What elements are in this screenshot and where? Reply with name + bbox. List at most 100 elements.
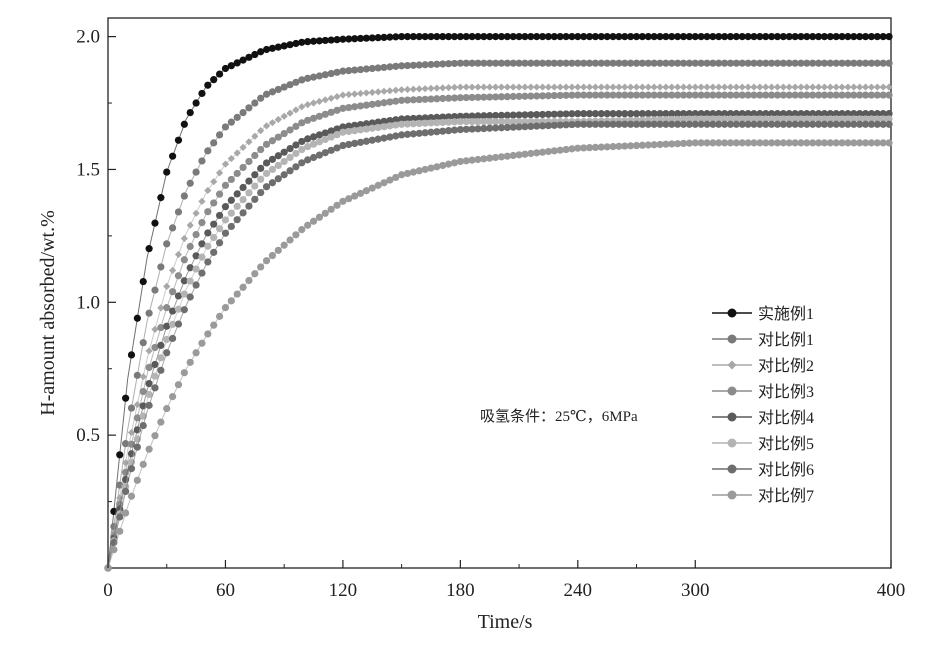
data-point (685, 110, 693, 118)
data-point (480, 124, 488, 133)
data-point (621, 91, 629, 99)
data-point (198, 197, 206, 205)
data-point (380, 33, 388, 41)
data-point (826, 83, 834, 91)
data-point (462, 157, 470, 165)
data-point (856, 59, 864, 67)
data-point (726, 110, 735, 118)
data-point (826, 91, 834, 99)
data-point (679, 115, 688, 123)
data-point (685, 59, 693, 67)
data-point (791, 120, 799, 128)
data-point (257, 175, 265, 183)
data-point (327, 205, 335, 213)
data-point (450, 94, 459, 102)
data-point (192, 99, 200, 107)
data-point (632, 141, 641, 150)
data-point (262, 183, 271, 191)
data-point (844, 120, 852, 128)
data-point (286, 109, 294, 117)
data-point (227, 196, 235, 204)
data-point (415, 129, 423, 137)
data-point (221, 181, 230, 189)
data-point (809, 32, 817, 41)
data-point (879, 32, 887, 41)
data-point (474, 118, 482, 126)
data-point (157, 304, 165, 312)
condition-annotation: 吸氢条件：25℃，6MPa (480, 408, 638, 425)
data-point (116, 527, 124, 535)
data-point (292, 106, 300, 114)
data-point (685, 115, 693, 123)
data-point (556, 91, 564, 100)
data-point (245, 189, 253, 197)
data-point (456, 94, 464, 102)
data-point (333, 106, 341, 114)
data-point (873, 91, 881, 99)
data-point (309, 140, 318, 148)
data-point (662, 91, 670, 99)
data-point (327, 36, 335, 44)
data-point (732, 120, 740, 128)
data-point (773, 91, 782, 99)
data-point (697, 83, 705, 91)
data-point (421, 129, 429, 137)
data-point (685, 120, 693, 128)
data-point (609, 120, 617, 128)
data-point (709, 115, 717, 123)
data-point (192, 168, 200, 176)
data-point (580, 83, 588, 91)
x-tick-label: 120 (329, 580, 358, 601)
data-point (879, 115, 887, 123)
data-point (280, 83, 288, 91)
data-point (691, 32, 699, 41)
data-point (691, 139, 699, 147)
data-point (462, 59, 470, 67)
data-point (274, 161, 282, 170)
data-point (785, 91, 793, 99)
data-point (591, 120, 600, 128)
data-point (527, 92, 535, 100)
data-point (580, 91, 588, 99)
data-point (538, 122, 547, 130)
data-point (427, 119, 435, 127)
data-point (327, 94, 335, 102)
data-point (574, 83, 582, 91)
data-point (398, 171, 406, 179)
data-point (227, 175, 235, 184)
data-point (409, 168, 417, 176)
legend-item: 对比例5 (712, 435, 814, 453)
data-point (274, 43, 282, 51)
legend-label: 对比例4 (758, 409, 814, 427)
data-point (292, 149, 300, 158)
data-point (773, 120, 782, 128)
data-point (844, 115, 852, 123)
data-point (750, 59, 758, 67)
data-point (339, 35, 347, 43)
data-point (351, 127, 359, 135)
data-point (398, 120, 406, 128)
data-point (139, 277, 147, 286)
data-point (691, 115, 699, 123)
data-point (603, 120, 611, 128)
data-point (597, 143, 605, 151)
data-point (550, 83, 558, 91)
data-point (856, 91, 864, 99)
data-point (221, 203, 230, 211)
data-point (779, 139, 787, 147)
data-point (685, 83, 693, 91)
data-point (474, 112, 482, 120)
data-point (286, 41, 294, 49)
plot-frame (107, 17, 892, 569)
data-point (386, 176, 394, 184)
data-point (685, 139, 693, 147)
data-point (168, 334, 177, 343)
data-point (621, 142, 629, 150)
data-point (339, 104, 347, 112)
data-point (679, 32, 688, 41)
data-point (832, 139, 840, 147)
data-point (192, 230, 200, 239)
data-point (562, 59, 570, 67)
data-point (497, 59, 506, 67)
data-point (421, 114, 429, 122)
